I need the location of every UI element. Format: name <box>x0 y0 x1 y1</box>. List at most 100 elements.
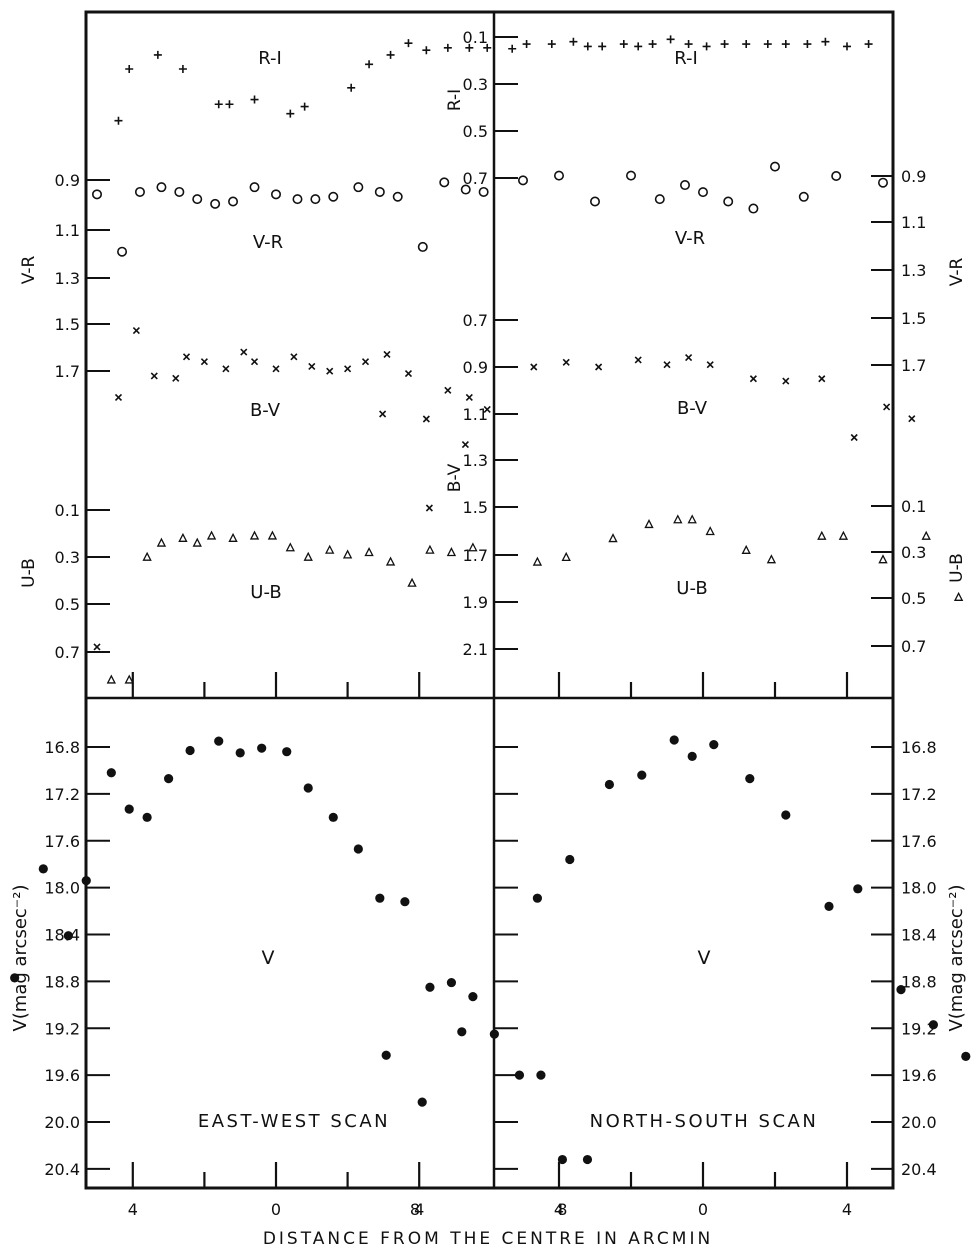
ew-v-r-point <box>270 189 281 200</box>
ns-u-b-point <box>921 530 931 540</box>
axis-labels: 88440044880.91.11.31.51.70.10.30.50.70.1… <box>10 28 967 1219</box>
ew-b-v-point <box>422 415 430 423</box>
ew-vr-axis-title: V-R <box>19 256 39 285</box>
ew-scan-label: EAST-WEST SCAN <box>198 1111 390 1132</box>
ns-v-r-point <box>517 175 528 186</box>
ns-r-i-point <box>569 37 578 46</box>
x-axis-title: DISTANCE FROM THE CENTRE IN ARCMIN <box>263 1229 713 1249</box>
ew-u-b-point <box>468 542 478 552</box>
ew-u-b-point <box>178 532 188 542</box>
ns-u-b-point <box>838 530 849 540</box>
ew-v-axis-title: V(mag arcsec⁻²) <box>10 884 31 1031</box>
ns-r-i-point <box>742 40 751 49</box>
data-markers <box>10 35 971 1165</box>
ew-b-v-point <box>383 350 391 359</box>
ns-v-r-point <box>831 171 842 182</box>
ew-v-r-point <box>117 246 128 257</box>
ew-left-ytick-label: 0.5 <box>55 595 80 614</box>
ns-b-v-point <box>706 361 714 369</box>
ns-u-b-point <box>687 514 697 524</box>
ns-r-i-point <box>583 42 592 51</box>
ew-v-point <box>514 1070 525 1080</box>
ew-r-i-point <box>483 43 492 52</box>
ew-v-point <box>38 864 48 874</box>
ew-b-v-point <box>308 362 316 370</box>
ew-v-r-point <box>439 177 450 188</box>
ew-r-i-point <box>465 43 474 52</box>
ns-left-ytick-label: 0.1 <box>463 28 488 47</box>
ns-u-b-point <box>953 591 964 601</box>
ns-r-i-point <box>619 40 628 49</box>
ew-b-v-point <box>200 358 208 366</box>
ew-v-point <box>400 897 410 907</box>
ew-r-i-point <box>443 43 452 52</box>
ns-v-point <box>824 901 834 911</box>
ew-v-point <box>557 1154 568 1165</box>
ns-u-b-point <box>644 519 654 529</box>
ns-v-point <box>604 779 615 790</box>
ew-u-b-point <box>156 537 167 547</box>
ns-b-v-point <box>818 375 826 383</box>
ns-b-v-point <box>379 410 387 418</box>
ns-left-ytick-label: 0.9 <box>463 358 488 377</box>
ns-v-point <box>669 735 679 745</box>
ns-v-point <box>532 893 543 903</box>
ns-v-point <box>781 810 791 820</box>
ns-v-ytick-label: 18.8 <box>901 972 937 991</box>
ns-v-point <box>745 774 755 784</box>
ns-right-ytick-label: 0.5 <box>901 589 926 608</box>
ew-v-ytick-label: 17.2 <box>44 785 80 804</box>
ew-v-point <box>81 876 91 886</box>
ew-curve-label: U-B <box>250 582 281 603</box>
ns-r-i-point <box>763 40 772 49</box>
ew-v-r-point <box>310 194 321 205</box>
ew-v-point <box>282 747 292 757</box>
ns-v-point <box>896 985 906 995</box>
ew-v-ytick-label: 16.8 <box>44 738 80 757</box>
ns-b-v-point <box>663 361 671 369</box>
ew-b-v-point <box>132 327 140 335</box>
ns-r-i-point <box>508 44 517 53</box>
ew-u-b-point <box>142 551 152 561</box>
ns-u-b-point <box>608 533 618 543</box>
ns-v-point <box>417 1097 427 1107</box>
ew-b-v-point <box>326 367 334 375</box>
ns-u-b-point <box>673 514 683 524</box>
ew-v-curve-label: V <box>262 947 275 969</box>
ew-b-v-point <box>290 353 298 361</box>
ns-vr-right-axis-title: V-R <box>947 258 967 287</box>
ew-v-point <box>328 812 338 822</box>
ns-right-ytick-label: 1.5 <box>901 309 926 328</box>
ns-curve-label: U-B <box>676 578 707 599</box>
ns-b-v-point <box>685 354 693 362</box>
ew-r-i-point <box>214 100 223 109</box>
ns-r-i-point <box>598 42 607 51</box>
ns-b-v-point <box>562 358 570 366</box>
ew-left-ytick-label: 0.1 <box>55 501 80 520</box>
ew-v-point <box>257 743 267 753</box>
ns-v-ytick-label: 18.4 <box>901 926 937 945</box>
ew-b-v-point <box>250 358 259 366</box>
ns-left-ytick-label: 1.5 <box>463 498 488 517</box>
ns-right-ytick-label: 1.1 <box>901 213 926 232</box>
ns-v-r-point <box>654 194 665 205</box>
ns-b-v-point <box>461 440 469 449</box>
ns-v-ytick-label: 18.0 <box>901 879 937 898</box>
ns-r-i-point <box>781 40 790 49</box>
ns-left-ytick-label: 0.7 <box>463 169 488 188</box>
ew-v-r-point <box>417 241 428 252</box>
ns-v-point <box>961 1051 971 1062</box>
ew-v-ytick-label: 17.6 <box>44 832 80 851</box>
ns-u-b-point <box>561 551 571 561</box>
ew-v-ytick-label: 18.0 <box>44 879 80 898</box>
ew-v-point <box>375 893 385 903</box>
ew-v-point <box>536 1070 546 1080</box>
ew-v-r-point <box>228 196 239 207</box>
ns-v-r-point <box>589 196 600 207</box>
ew-r-i-point <box>422 46 431 55</box>
ns-v-ytick-label: 17.6 <box>901 832 937 851</box>
ew-v-point <box>214 736 224 746</box>
ns-v-r-point <box>697 187 708 198</box>
ew-u-b-point <box>249 530 260 540</box>
ns-u-b-point <box>705 526 715 536</box>
